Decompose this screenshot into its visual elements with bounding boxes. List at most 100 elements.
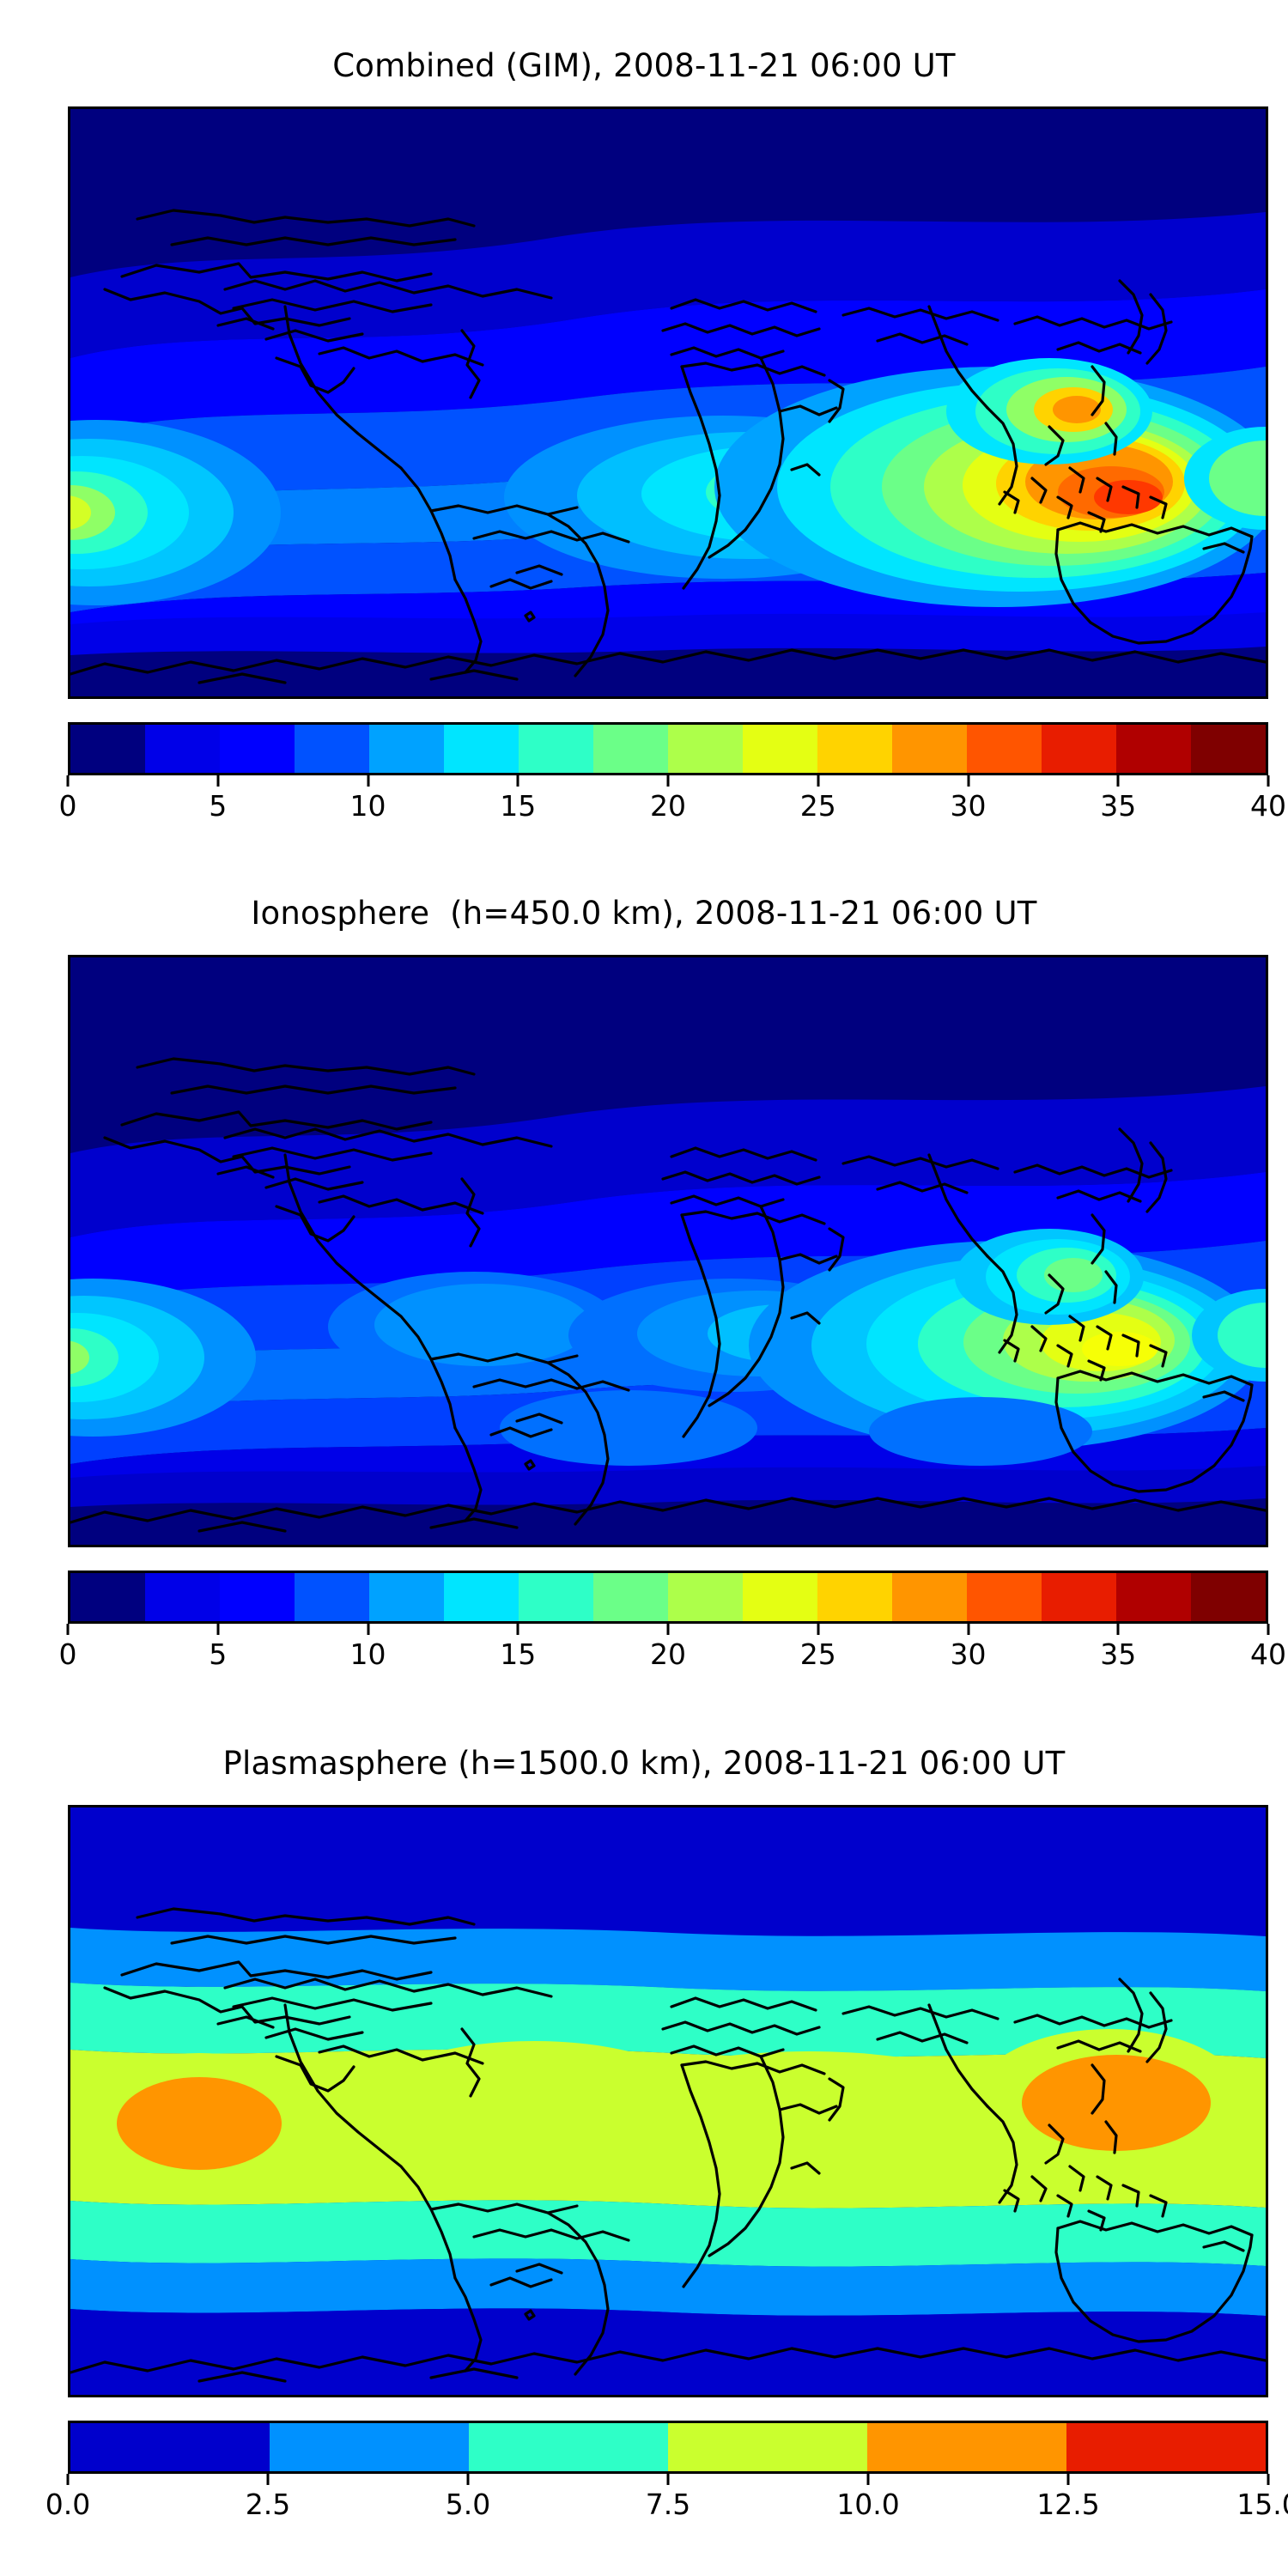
colorbar-tick [466, 2474, 470, 2485]
colorbar-tick-label: 12.5 [1036, 2488, 1100, 2521]
colorbar-tick [66, 2474, 70, 2485]
colorbar-tick [1116, 1624, 1120, 1635]
colorbar-tick [516, 775, 519, 787]
colorbar-tick [516, 1624, 519, 1635]
colorbar-segment [70, 725, 145, 773]
colorbar-tick [967, 775, 969, 787]
colorbar-segment [1042, 1573, 1116, 1621]
colorbar-tick [66, 775, 70, 787]
colorbar-tick [866, 2474, 870, 2485]
colorbar-segment [295, 1573, 369, 1621]
colorbar-segment [817, 1573, 892, 1621]
colorbar-tick-label: 0.0 [45, 2488, 91, 2521]
colorbar-tick-label: 7.5 [645, 2488, 691, 2521]
colorbar-combined: 0 5 10 15 20 25 30 35 40 [59, 722, 1286, 827]
colorbar-tick-label: 5.0 [445, 2488, 491, 2521]
colorbar-tick-label: 0 [58, 1637, 77, 1671]
colorbar-tick [1267, 1624, 1270, 1635]
colorbar-tick [666, 2474, 670, 2485]
colorbar-tick-label: 40 [1250, 1637, 1286, 1671]
colorbar-tick [216, 775, 220, 787]
colorbar-tick-label: 25 [799, 789, 836, 823]
colorbar-segment [1116, 1573, 1191, 1621]
colorbar-tick [216, 1624, 220, 1635]
colorbar-tick-label: 15 [500, 789, 537, 823]
colorbar-plasmasphere-labels: 0.0 2.5 5.0 7.5 10.0 12.5 15.0 [46, 2486, 1288, 2525]
colorbar-segment [519, 725, 593, 773]
colorbar-tick [666, 775, 670, 787]
colorbar-segment [817, 725, 892, 773]
colorbar-tick [1066, 2474, 1070, 2485]
map-canvas-plasmasphere [70, 1807, 1266, 2395]
colorbar-tick-label: 25 [799, 1637, 836, 1671]
colorbar-segment [444, 725, 519, 773]
colorbar-tick-label: 35 [1100, 1637, 1137, 1671]
colorbar-combined-ticks [66, 775, 1270, 787]
colorbar-tick [367, 775, 369, 787]
colorbar-segment [519, 1573, 593, 1621]
colorbar-tick-label: 40 [1250, 789, 1286, 823]
colorbar-segment [1191, 725, 1266, 773]
colorbar-segment [369, 725, 444, 773]
colorbar-tick [66, 1624, 70, 1635]
colorbar-segment [668, 725, 743, 773]
colorbar-tick [817, 775, 820, 787]
colorbar-tick [666, 1624, 670, 1635]
colorbar-segment [70, 1573, 145, 1621]
colorbar-segment [867, 2423, 1066, 2471]
colorbar-segment [369, 1573, 444, 1621]
colorbar-segment [270, 2423, 469, 2471]
colorbar-tick-label: 20 [650, 1637, 686, 1671]
colorbar-tick [1116, 775, 1120, 787]
contour-field-combined [70, 109, 1266, 696]
colorbar-plasmasphere-strip[interactable] [68, 2421, 1268, 2474]
colorbar-segment [444, 1573, 519, 1621]
map-plasmasphere [68, 1805, 1268, 2397]
contour-field-plasmasphere [70, 1807, 1266, 2395]
coastlines-ionosphere [70, 1057, 1266, 1533]
colorbar-tick-label: 10.0 [836, 2488, 900, 2521]
colorbar-segment [892, 725, 967, 773]
colorbar-tick [817, 1624, 820, 1635]
colorbar-plasmasphere-ticks [66, 2474, 1270, 2486]
panel-title-ionosphere: Ionosphere (h=450.0 km), 2008-11-21 06:0… [251, 895, 1037, 932]
coastlines-plasmasphere [70, 1907, 1266, 2383]
colorbar-tick-label: 5 [209, 789, 228, 823]
colorbar-tick-label: 35 [1100, 789, 1137, 823]
colorbar-tick [967, 1624, 969, 1635]
colorbar-segment [743, 725, 817, 773]
colorbar-segment [145, 725, 220, 773]
colorbar-segment [220, 725, 295, 773]
colorbar-segment [593, 1573, 668, 1621]
coastlines-combined [70, 209, 1266, 684]
panel-title-combined: Combined (GIM), 2008-11-21 06:00 UT [332, 47, 956, 84]
colorbar-tick [266, 2474, 270, 2485]
colorbar-tick-label: 15 [500, 1637, 537, 1671]
colorbar-ionosphere: 0 5 10 15 20 25 30 35 40 [59, 1571, 1286, 1675]
map-canvas-ionosphere [70, 957, 1266, 1545]
colorbar-tick-label: 5 [209, 1637, 228, 1671]
colorbar-ionosphere-strip[interactable] [68, 1571, 1268, 1624]
colorbar-segment [145, 1573, 220, 1621]
colorbar-tick [367, 1624, 369, 1635]
colorbar-tick-label: 30 [950, 1637, 987, 1671]
colorbar-segment [1042, 725, 1116, 773]
colorbar-tick-label: 0 [58, 789, 77, 823]
colorbar-segment [668, 1573, 743, 1621]
colorbar-combined-strip[interactable] [68, 722, 1268, 775]
colorbar-ionosphere-ticks [66, 1624, 1270, 1636]
colorbar-segment [469, 2423, 668, 2471]
colorbar-plasmasphere: 0.0 2.5 5.0 7.5 10.0 12.5 15.0 [46, 2421, 1288, 2525]
colorbar-segment [743, 1573, 817, 1621]
colorbar-segment [1116, 725, 1191, 773]
colorbar-segment [593, 725, 668, 773]
colorbar-tick-label: 20 [650, 789, 686, 823]
colorbar-segment [295, 725, 369, 773]
colorbar-tick-label: 10 [349, 789, 386, 823]
colorbar-segment [1066, 2423, 1266, 2471]
colorbar-tick [1267, 775, 1270, 787]
map-combined-gim [68, 106, 1268, 699]
contour-field-ionosphere [70, 957, 1266, 1545]
colorbar-tick-label: 30 [950, 789, 987, 823]
panel-title-plasmasphere: Plasmasphere (h=1500.0 km), 2008-11-21 0… [222, 1745, 1066, 1782]
